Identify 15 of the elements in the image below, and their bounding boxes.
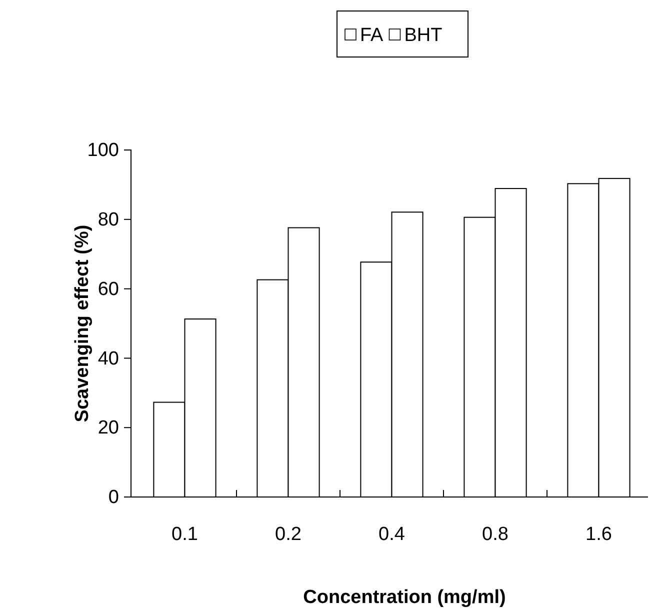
legend-label: BHT xyxy=(404,25,443,46)
x-tick-label: 0.1 xyxy=(172,524,198,545)
x-axis-title: Concentration (mg/ml) xyxy=(303,587,506,608)
x-tick-label: 1.6 xyxy=(586,524,612,545)
x-tick-label: 0.4 xyxy=(378,524,406,545)
y-axis-title: Scavenging effect (%) xyxy=(72,224,93,422)
y-tick-label: 0 xyxy=(108,487,119,508)
y-tick-label: 20 xyxy=(98,418,119,439)
y-tick-label: 60 xyxy=(98,278,119,300)
y-tick-label: 80 xyxy=(98,209,119,230)
y-tick-label: 40 xyxy=(98,348,119,370)
legend-label: FA xyxy=(360,25,384,46)
y-tick-label: 100 xyxy=(87,140,119,162)
x-tick-label: 0.2 xyxy=(275,524,302,545)
x-tick-label: 0.8 xyxy=(482,524,508,545)
